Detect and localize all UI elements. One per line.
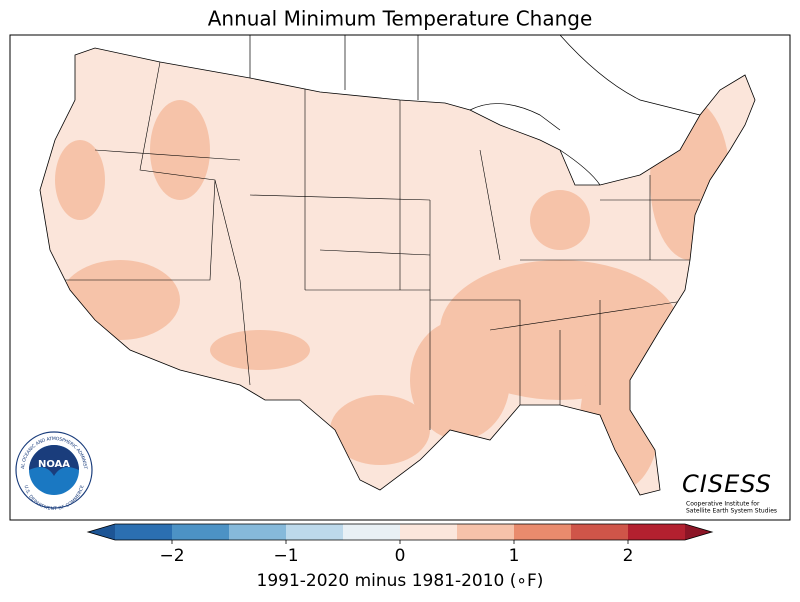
neighbors xyxy=(249,34,701,216)
colorbar: −2 −1 0 1 2 xyxy=(86,523,714,566)
colorbar-bin xyxy=(172,524,230,540)
title: Annual Minimum Temperature Change xyxy=(208,7,593,31)
colorbar-extend-low xyxy=(88,524,115,540)
colorbar-tick-label: 0 xyxy=(395,546,406,566)
colorbar-bin xyxy=(229,524,287,540)
colorbar-outline xyxy=(86,523,714,541)
colorbar-tick-label: −1 xyxy=(273,546,298,566)
colorbar-bin xyxy=(343,524,401,540)
colorbar-tick-label: 1 xyxy=(509,546,520,566)
noaa-name: NOAA xyxy=(38,459,70,470)
colorbar-bin xyxy=(628,524,686,540)
cisess-line1: Cooperative Institute for xyxy=(686,501,760,508)
colorbar-label: 1991-2020 minus 1981-2010 (∘F) xyxy=(257,571,544,591)
colorbar-extend-high xyxy=(685,524,712,540)
colorbar-bin xyxy=(115,524,173,540)
colorbar-tick-label: 2 xyxy=(623,546,634,566)
cisess-name: CISESS xyxy=(682,470,772,498)
state-lines xyxy=(40,61,700,430)
colorbar-tick-label: −2 xyxy=(159,546,184,566)
cisess-line2: Satellite Earth System Studies xyxy=(686,508,777,515)
colorbar-bin xyxy=(514,524,572,540)
colorbar-bin xyxy=(286,524,344,540)
colorbar-bin xyxy=(571,524,629,540)
colorbar-bin xyxy=(400,524,458,540)
cisess-logo: CISESS Cooperative Institute for Satelli… xyxy=(682,470,777,515)
colorbar-bin xyxy=(457,524,515,540)
